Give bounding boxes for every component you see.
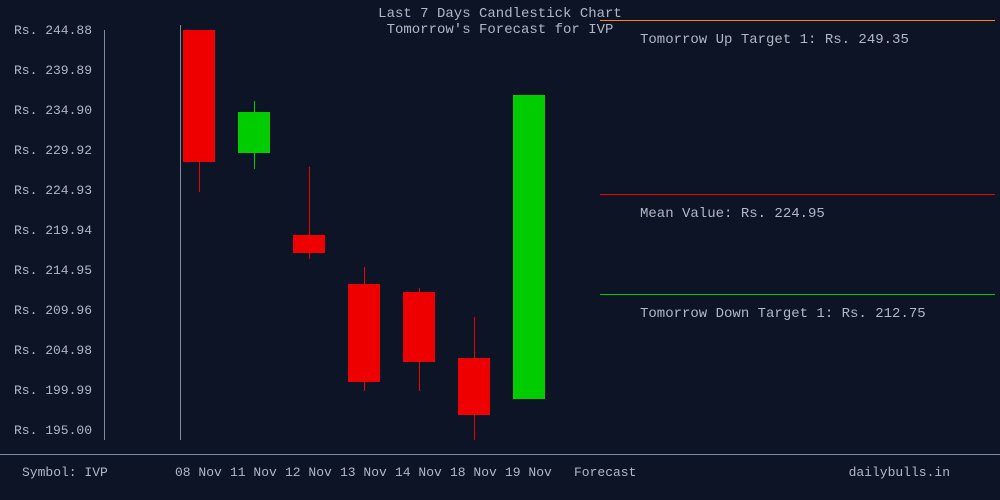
x-tick-label: 12 Nov bbox=[285, 465, 340, 480]
y-tick-label: Rs. 239.89 bbox=[14, 64, 92, 77]
y-tick-label: Rs. 219.94 bbox=[14, 224, 92, 237]
y-tick-label: Rs. 199.99 bbox=[14, 384, 92, 397]
candle-body bbox=[238, 112, 270, 153]
y-axis-labels: Rs. 244.88 Rs. 239.89 Rs. 234.90 Rs. 229.92… bbox=[14, 24, 92, 464]
target-line-mean bbox=[600, 194, 995, 195]
y-tick-label: Rs. 214.95 bbox=[14, 264, 92, 277]
target-label-down: Tomorrow Down Target 1: Rs. 212.75 bbox=[640, 306, 926, 322]
y-tick-label: Rs. 204.98 bbox=[14, 344, 92, 357]
y-tick-label: Rs. 234.90 bbox=[14, 104, 92, 117]
candle-body bbox=[293, 235, 325, 252]
y-tick-label: Rs. 224.93 bbox=[14, 184, 92, 197]
x-tick-label: 18 Nov bbox=[450, 465, 505, 480]
target-line-down bbox=[600, 294, 995, 295]
forecast-label: Forecast bbox=[574, 465, 636, 480]
y-tick-label: Rs. 195.00 bbox=[14, 424, 92, 437]
x-tick-label: 13 Nov bbox=[340, 465, 395, 480]
target-label-mean: Mean Value: Rs. 224.95 bbox=[640, 206, 825, 222]
x-tick-label: 14 Nov bbox=[395, 465, 450, 480]
candlestick-plot bbox=[104, 30, 984, 440]
target-line-up bbox=[600, 20, 995, 21]
x-tick-label: 08 Nov bbox=[175, 465, 230, 480]
candle-body bbox=[348, 284, 380, 383]
target-label-up: Tomorrow Up Target 1: Rs. 249.35 bbox=[640, 32, 909, 48]
x-tick-label: 11 Nov bbox=[230, 465, 285, 480]
candle-body bbox=[183, 30, 215, 162]
y-tick-label: Rs. 209.96 bbox=[14, 304, 92, 317]
symbol-label: Symbol: IVP bbox=[22, 465, 108, 480]
x-tick-label: 19 Nov bbox=[505, 465, 560, 480]
candle-body bbox=[513, 95, 545, 399]
y-tick-label: Rs. 244.88 bbox=[14, 24, 92, 37]
candle-body bbox=[403, 292, 435, 362]
watermark: dailybulls.in bbox=[849, 465, 950, 480]
x-axis-line bbox=[0, 454, 1000, 455]
x-axis-labels: 08 Nov11 Nov12 Nov13 Nov14 Nov18 Nov19 N… bbox=[175, 465, 560, 480]
candle-body bbox=[458, 358, 490, 415]
y-tick-label: Rs. 229.92 bbox=[14, 144, 92, 157]
chart-title-1: Last 7 Days Candlestick Chart bbox=[378, 6, 622, 22]
